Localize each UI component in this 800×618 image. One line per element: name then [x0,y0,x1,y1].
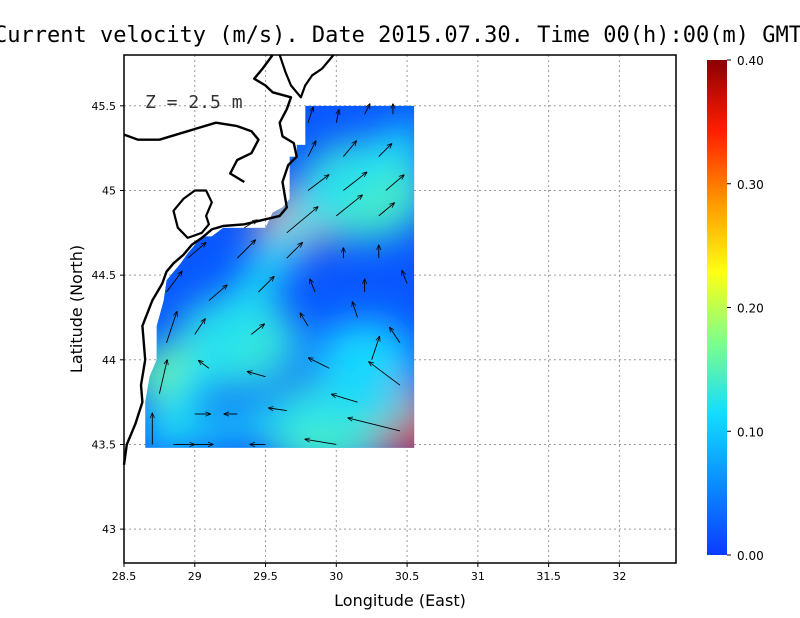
x-tick-label: 29.5 [253,570,278,583]
x-tick-label: 32 [612,570,626,583]
current-vector [348,418,401,432]
current-vector [378,203,395,217]
colorbar-tick-label: 0.00 [737,549,764,563]
current-vector [166,271,182,293]
current-vector [307,175,329,191]
current-vector [371,336,380,360]
plot-frame [123,54,677,564]
current-vector [199,360,210,369]
delta-shoreline [123,121,260,184]
current-vector [343,172,366,191]
x-tick-label: 29 [188,570,202,583]
current-vector [158,360,167,394]
current-vector [336,195,362,217]
colorbar-tick-label: 0.40 [737,54,764,68]
lagoon-outline [172,189,213,239]
y-axis-label: Latitude (North) [67,245,86,373]
current-vector [308,358,330,369]
y-axis-ticks: 43 43.5 44 44.5 45 45.5 [92,100,124,536]
colorbar: 0.00 0.10 0.20 0.30 0.40 [707,54,764,563]
speed-hotspot-core [342,341,387,378]
depth-annotation: Z = 2.5 m [145,92,243,113]
current-vector [332,394,358,403]
current-vector [385,175,404,191]
colorbar-gradient [707,60,727,555]
current-vector [286,207,318,234]
current-vector [251,324,264,335]
current-vector [307,107,313,123]
colorbar-tick-label: 0.20 [737,302,764,316]
x-tick-label: 31.5 [536,570,561,583]
colorbar-tick-label: 0.10 [737,425,764,439]
x-tick-label: 30 [329,570,343,583]
y-tick-label: 44 [102,354,116,367]
current-vector [300,313,309,327]
y-tick-label: 44.5 [92,269,117,282]
current-vector [310,279,316,293]
current-vector [258,276,274,293]
current-vector [307,141,316,157]
current-vector [364,104,370,115]
x-axis-ticks: 28.5 29 29.5 30 30.5 31 31.5 32 [112,563,626,583]
current-vector [305,439,337,445]
current-vectors [152,104,408,445]
jet-band [145,122,415,448]
y-tick-label: 43 [102,523,116,536]
coastline [122,54,335,465]
x-tick-label: 30.5 [395,570,420,583]
colorbar-tick-label: 0.30 [737,178,764,192]
current-vector [244,220,257,229]
current-vector [343,141,356,157]
plot-area: Z = 2.5 m [122,54,677,564]
y-tick-label: 43.5 [92,438,117,451]
current-vector [187,243,206,259]
jet-band [167,397,415,448]
current-vector [247,372,266,378]
current-vector [369,362,401,386]
chart-title: Current velocity (m/s). Date 2015.07.30.… [0,23,800,48]
current-vector [336,110,339,123]
x-tick-label: 28.5 [112,570,137,583]
coastline-path [122,54,298,465]
current-vector [269,408,287,411]
current-vector [166,312,176,344]
current-vector [286,243,303,259]
y-tick-label: 45.5 [92,100,117,113]
current-vector [378,144,392,157]
current-vector [352,302,358,318]
x-axis-label: Longitude (East) [334,591,466,610]
y-tick-label: 45 [102,184,116,197]
northern-coast [278,54,335,99]
x-tick-label: 31 [471,570,485,583]
current-vector [236,240,255,259]
current-vector [208,285,227,301]
current-vector [390,327,401,344]
current-vector [194,319,205,335]
current-vector [402,271,408,284]
